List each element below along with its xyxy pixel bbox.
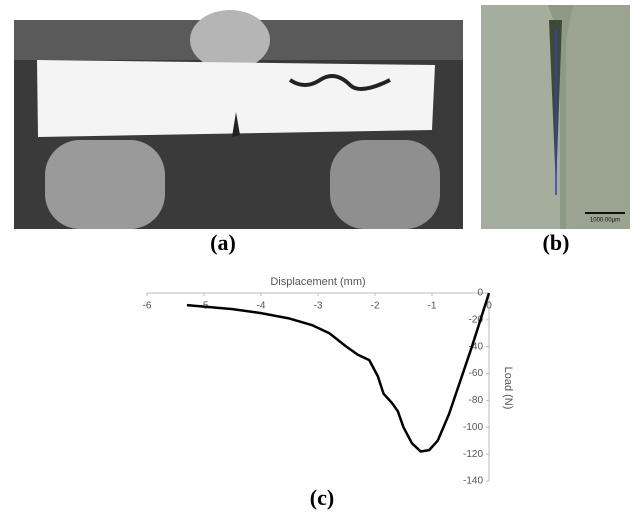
scale-bar-label: 1000.00µm	[590, 218, 620, 224]
panel-label: (c)	[310, 485, 334, 510]
data-line	[187, 293, 489, 451]
panel-label: (a)	[210, 230, 236, 255]
x-tick-label: -1	[428, 301, 437, 312]
y-tick-label: -100	[463, 422, 483, 433]
y-tick-label: -120	[463, 449, 483, 460]
y-tick-label: -60	[469, 368, 484, 379]
y-tick-label: 0	[477, 288, 483, 299]
x-tick-label: -3	[314, 301, 323, 312]
photo-a	[14, 10, 463, 229]
x-tick-label: -4	[257, 301, 266, 312]
x-tick-label: -6	[143, 301, 152, 312]
x-tick-label: -2	[371, 301, 380, 312]
y-tick-label: -80	[469, 395, 484, 406]
y-tick-label: -140	[463, 476, 483, 487]
y-axis-title: Load (N)	[502, 367, 514, 410]
page: {"panels": {"a": {"label": "(a)"}, "b": …	[0, 0, 633, 523]
photo-b: 1000.00µm	[481, 5, 630, 229]
panel-label: (b)	[543, 230, 570, 255]
x-axis-title: Displacement (mm)	[270, 276, 365, 288]
figure: 1000.00µm (a) (b) (c) Displacement (mm) …	[0, 0, 633, 518]
